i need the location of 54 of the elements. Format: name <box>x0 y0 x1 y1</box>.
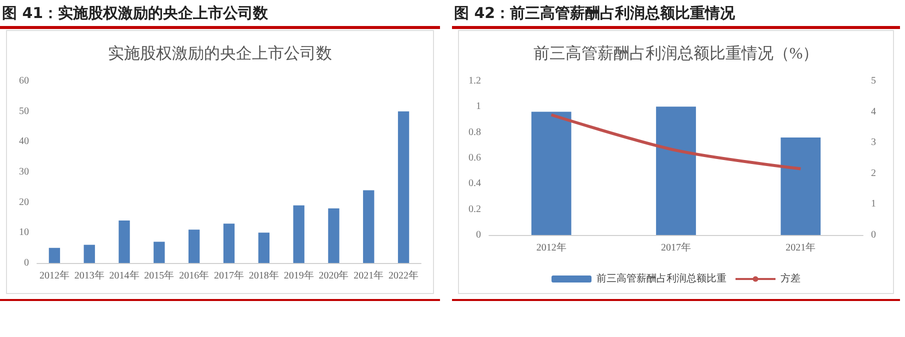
x-tick-label: 2020年 <box>318 270 349 282</box>
y-tick-label: 0 <box>24 258 29 268</box>
x-tick-label: 2017年 <box>214 270 244 282</box>
x-tick-label: 2013年 <box>74 270 104 282</box>
bar <box>118 220 130 263</box>
y-tick-label: 0.2 <box>468 204 481 215</box>
x-tick-label: 2017年 <box>661 242 691 254</box>
bar <box>84 244 95 263</box>
chart-title: 图 42：前三高管薪酬占利润总额比重情况 <box>452 0 900 29</box>
y-tick-label: 20 <box>19 196 29 208</box>
legend-label: 方差 <box>780 272 800 284</box>
y-tick-label: 10 <box>19 227 29 238</box>
y-tick-label: 0.6 <box>468 152 481 164</box>
bar <box>780 137 821 235</box>
x-tick-label: 2014年 <box>109 270 140 282</box>
y-tick-label: 0 <box>476 230 481 240</box>
bar <box>48 248 60 263</box>
bar <box>363 190 374 263</box>
x-tick-label: 2022年 <box>388 270 419 282</box>
y-tick-label: 0.4 <box>468 178 481 190</box>
legend-label: 前三高管薪酬占利润总额比重 <box>596 272 726 284</box>
y2-tick-label: 4 <box>871 106 876 118</box>
x-tick-label: 2012年 <box>39 270 70 282</box>
y-tick-label: 1 <box>476 101 481 112</box>
bar <box>258 232 270 263</box>
y-tick-label: 1.2 <box>468 76 481 86</box>
y-tick-label: 60 <box>19 76 29 86</box>
x-tick-label: 2021年 <box>786 242 816 254</box>
y2-tick-label: 2 <box>871 168 876 179</box>
x-tick-label: 2016年 <box>179 270 210 282</box>
y-tick-label: 30 <box>19 166 29 178</box>
bar <box>328 208 340 263</box>
chart-subtitle: 实施股权激励的央企上市公司数 <box>108 44 332 62</box>
x-tick-label: 2021年 <box>354 270 384 282</box>
x-tick-label: 2012年 <box>536 242 566 254</box>
bar <box>398 111 410 263</box>
y-tick-label: 50 <box>19 106 29 117</box>
x-tick-label: 2015年 <box>144 270 174 282</box>
bar <box>293 205 304 263</box>
y2-tick-label: 3 <box>871 137 876 148</box>
bar <box>223 224 235 263</box>
y2-tick-label: 5 <box>871 76 876 86</box>
chart-subtitle: 前三高管薪酬占利润总额比重情况（%） <box>533 44 819 62</box>
y-tick-label: 40 <box>19 136 29 148</box>
bar <box>154 242 165 263</box>
bar <box>656 106 696 235</box>
chart-title: 图 41：实施股权激励的央企上市公司数 <box>0 0 440 29</box>
y2-tick-label: 0 <box>871 230 876 240</box>
y2-tick-label: 1 <box>871 198 876 210</box>
y-tick-label: 0.8 <box>468 126 481 138</box>
bar <box>188 230 200 263</box>
x-tick-label: 2018年 <box>248 270 279 282</box>
x-tick-label: 2019年 <box>284 270 314 282</box>
bar <box>531 112 572 235</box>
